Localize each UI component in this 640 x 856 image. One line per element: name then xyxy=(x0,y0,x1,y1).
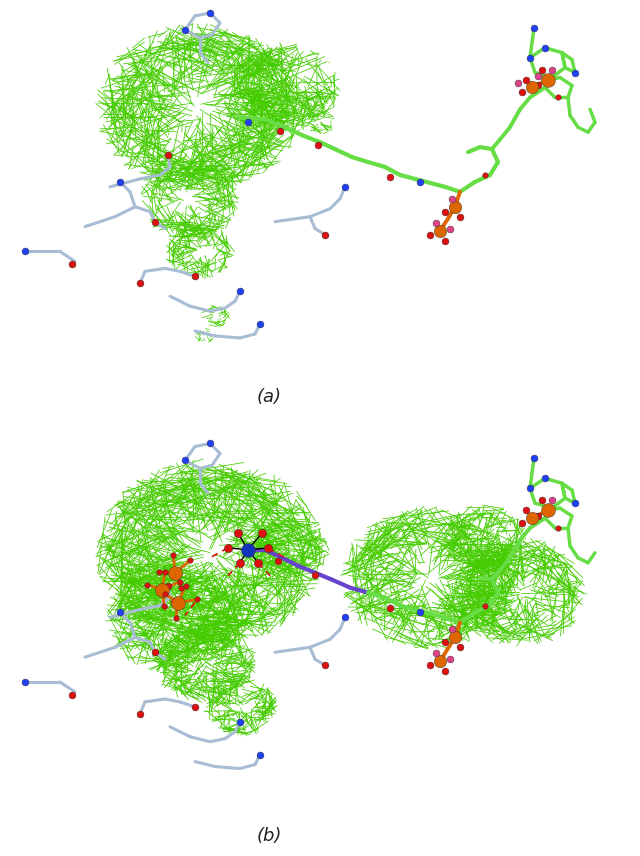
Text: (b): (b) xyxy=(256,828,282,846)
Text: (a): (a) xyxy=(256,389,282,407)
